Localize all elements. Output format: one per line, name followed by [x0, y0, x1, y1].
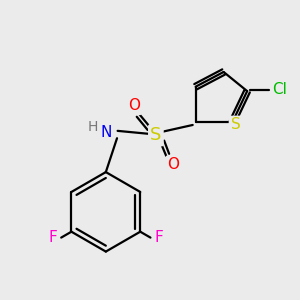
Text: S: S: [230, 118, 240, 133]
Text: F: F: [49, 230, 57, 245]
Text: F: F: [154, 230, 163, 245]
Text: O: O: [128, 98, 140, 113]
Text: O: O: [168, 157, 180, 172]
Text: N: N: [101, 125, 112, 140]
Text: H: H: [87, 120, 98, 134]
Text: S: S: [150, 126, 162, 144]
Text: Cl: Cl: [272, 82, 287, 97]
